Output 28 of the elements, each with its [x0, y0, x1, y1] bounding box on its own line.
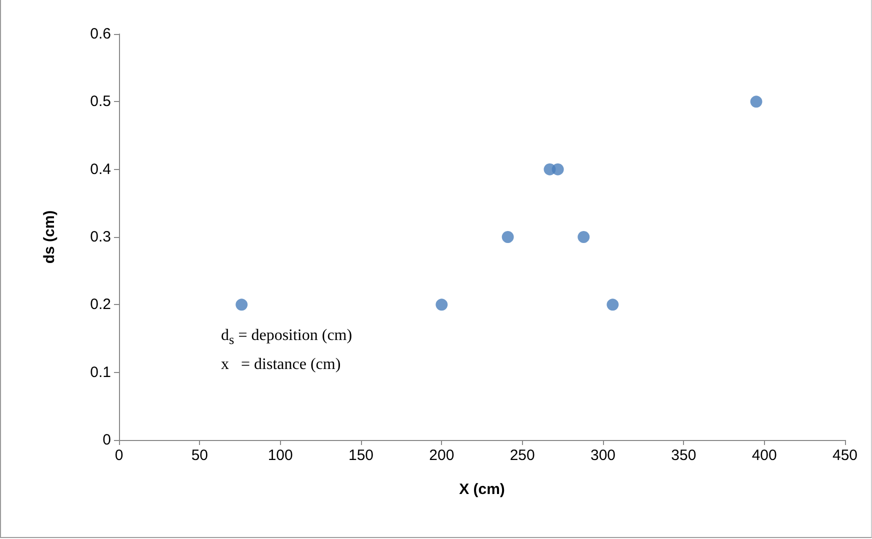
x-tick-label: 200: [429, 447, 454, 464]
x-tick-label: 100: [268, 447, 293, 464]
x-tick-label: 400: [752, 447, 777, 464]
point: [750, 96, 762, 108]
x-tick-label: 450: [832, 447, 858, 464]
point: [606, 298, 619, 311]
x-axis-title: X (cm): [459, 481, 505, 498]
y-tick-label: 0.1: [90, 364, 111, 381]
annotation: d$_{s}$ = deposition (cm): [221, 326, 352, 350]
y-axis-title: ds (cm): [41, 210, 58, 264]
y-tick-label: 0.3: [90, 228, 111, 246]
point: [502, 231, 514, 243]
x-tick-label: 250: [510, 447, 535, 464]
x-tick-label: 0: [114, 447, 124, 464]
point: [578, 231, 590, 243]
x-tick-label: 50: [191, 447, 208, 464]
x-tick-label: 300: [590, 447, 616, 464]
x-tick-label: 350: [671, 447, 696, 464]
y-tick-label: 0.4: [90, 160, 111, 178]
point: [436, 298, 448, 311]
y-tick-label: 0.6: [90, 26, 111, 42]
y-tick-label: 0.5: [90, 93, 111, 110]
y-tick-label: 0: [102, 432, 111, 448]
y-tick-label: 0.2: [90, 296, 111, 314]
annotation: x = distance (cm): [221, 355, 342, 376]
point: [552, 163, 564, 176]
point: [236, 298, 248, 311]
x-tick-label: 150: [348, 447, 374, 464]
